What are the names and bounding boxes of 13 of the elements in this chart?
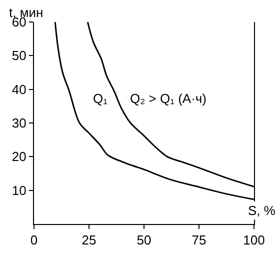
y-tick-label: 20 (12, 149, 26, 164)
x-tick-label: 75 (192, 232, 206, 248)
annotation: Q₂ > Q₁ (А·ч) (130, 91, 207, 106)
annotation: Q₁ (93, 91, 108, 106)
x-tick-label: 100 (243, 232, 265, 248)
y-tick-label: 50 (12, 48, 26, 64)
x-tick-label: 50 (136, 232, 152, 248)
x-tick-label: 0 (30, 232, 38, 248)
y-tick-label: 10 (12, 182, 26, 198)
y-tick-label: 30 (12, 116, 26, 131)
y-tick-label: 40 (12, 82, 26, 97)
x-axis-title: S, % (248, 203, 276, 218)
x-tick-label: 25 (82, 232, 96, 248)
